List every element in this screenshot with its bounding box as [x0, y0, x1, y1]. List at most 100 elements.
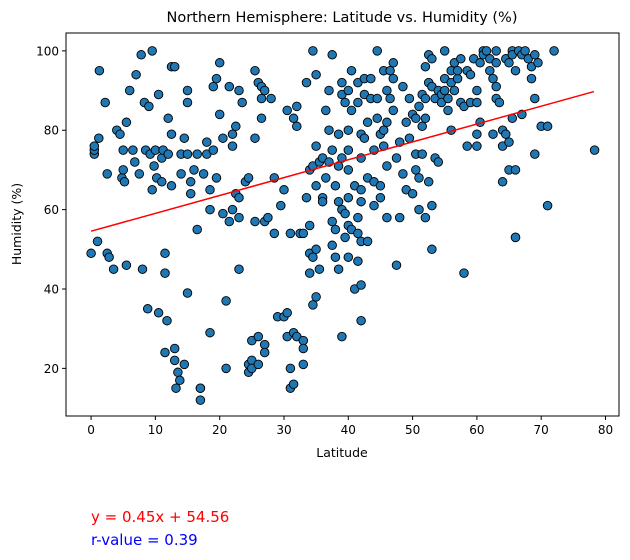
data-point: [459, 268, 469, 278]
data-point: [533, 58, 543, 68]
data-point: [308, 46, 318, 56]
data-point: [160, 347, 170, 358]
data-point: [353, 228, 363, 239]
data-point: [147, 46, 157, 56]
data-point: [311, 181, 321, 191]
data-point: [211, 73, 222, 84]
data-point: [182, 288, 193, 298]
data-point: [250, 65, 260, 76]
data-point: [589, 145, 600, 155]
data-point: [131, 69, 141, 80]
data-point: [185, 177, 196, 187]
data-point: [404, 93, 415, 104]
x-tick-label: 80: [598, 423, 613, 437]
data-point: [237, 97, 247, 108]
data-point: [510, 65, 521, 76]
data-point: [292, 121, 302, 132]
data-point: [472, 141, 482, 151]
data-point: [304, 220, 315, 231]
data-point: [169, 343, 180, 354]
x-tick-label: 50: [405, 423, 420, 437]
data-point: [259, 339, 270, 350]
data-point: [414, 101, 424, 112]
data-point: [443, 93, 453, 104]
data-point: [142, 304, 153, 314]
data-point: [327, 145, 337, 155]
data-point: [227, 141, 238, 151]
data-point: [501, 129, 511, 139]
data-point: [221, 296, 231, 306]
data-point: [343, 85, 354, 96]
data-point: [391, 153, 402, 163]
data-point: [176, 169, 186, 179]
data-point: [398, 169, 408, 179]
data-point: [169, 61, 180, 72]
data-point: [452, 65, 463, 76]
data-point: [433, 157, 444, 167]
data-point: [330, 181, 341, 191]
data-point: [108, 264, 119, 274]
data-point: [343, 192, 354, 203]
data-point: [118, 145, 128, 155]
data-points: [86, 46, 600, 405]
data-point: [337, 77, 347, 88]
data-point: [282, 105, 292, 116]
data-point: [234, 192, 244, 203]
data-point: [121, 117, 132, 128]
data-point: [166, 181, 177, 191]
data-point: [160, 268, 170, 278]
data-point: [456, 54, 466, 64]
x-tick-label: 20: [212, 423, 227, 437]
data-point: [175, 375, 185, 386]
data-point: [530, 149, 540, 159]
data-point: [189, 165, 199, 175]
data-point: [115, 129, 125, 139]
data-point: [391, 260, 402, 270]
data-point: [243, 173, 254, 183]
data-point: [153, 308, 164, 318]
data-point: [279, 185, 289, 195]
data-point: [269, 228, 280, 239]
data-point: [388, 73, 399, 84]
data-point: [288, 379, 299, 389]
data-point: [382, 117, 392, 128]
data-point: [124, 85, 135, 96]
data-point: [221, 363, 231, 374]
y-tick-label: 20: [44, 362, 59, 376]
data-point: [452, 73, 463, 84]
data-point: [353, 256, 363, 266]
data-point: [100, 97, 110, 108]
data-point: [372, 46, 382, 56]
data-point: [202, 137, 212, 147]
data-point: [427, 200, 437, 211]
data-point: [330, 224, 341, 235]
data-point: [311, 69, 321, 80]
data-point: [340, 208, 350, 219]
data-point: [356, 185, 366, 195]
y-tick-label: 40: [44, 282, 59, 296]
data-point: [173, 367, 183, 378]
data-point: [346, 65, 357, 76]
x-tick-label: 40: [341, 423, 356, 437]
data-point: [304, 268, 315, 278]
data-point: [214, 109, 225, 120]
data-point: [343, 125, 354, 135]
data-point: [192, 149, 202, 159]
data-point: [214, 58, 225, 68]
data-point: [256, 93, 267, 104]
data-point: [549, 46, 559, 56]
data-point: [185, 188, 196, 199]
data-point: [475, 58, 485, 68]
data-point: [301, 77, 312, 88]
data-point: [253, 331, 264, 342]
data-point: [157, 177, 167, 187]
data-point: [104, 252, 114, 262]
data-point: [372, 113, 382, 124]
data-point: [224, 81, 235, 92]
data-point: [375, 192, 386, 203]
data-point: [530, 93, 540, 104]
x-tick-label: 0: [87, 423, 95, 437]
data-point: [449, 85, 460, 96]
data-point: [353, 97, 363, 108]
data-point: [369, 200, 379, 211]
